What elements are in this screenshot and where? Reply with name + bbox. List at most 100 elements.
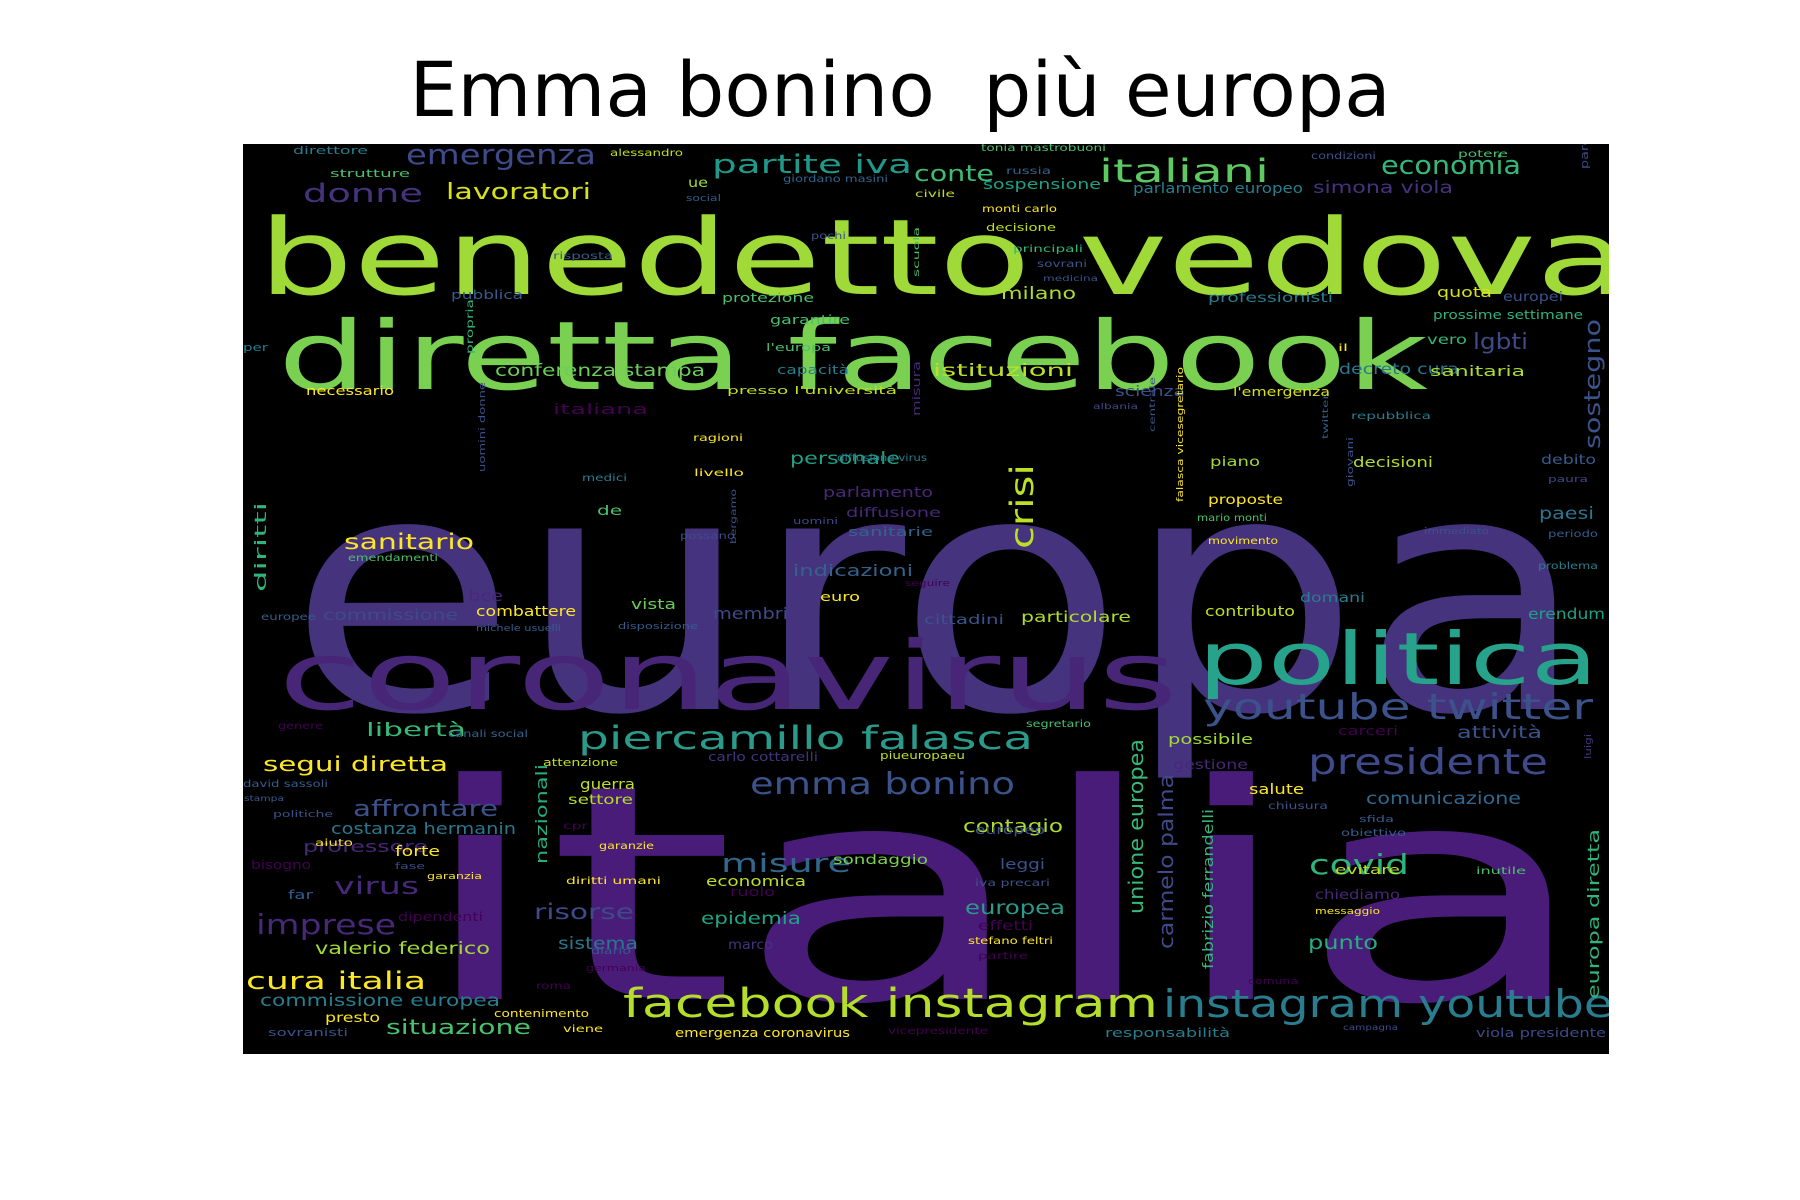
cloud-word: risorse: [534, 900, 634, 924]
cloud-word: politiche: [273, 810, 334, 820]
cloud-word: pochi: [811, 231, 846, 242]
cloud-word: stampa: [244, 794, 284, 803]
cloud-word: emergenza: [406, 144, 596, 171]
cloud-word: sanitario: [344, 530, 474, 554]
cloud-word: segui diretta: [263, 752, 448, 776]
cloud-word: capacità: [777, 363, 849, 377]
cloud-word: cittadini: [924, 613, 1004, 628]
cloud-word: emma bonino: [750, 767, 1015, 802]
cloud-word: david sassoli: [243, 779, 328, 790]
cloud-word: presto: [325, 1011, 380, 1026]
cloud-word: valerio federico: [315, 939, 490, 959]
cloud-word: parole: [1578, 144, 1591, 169]
cloud-word: far: [288, 888, 313, 902]
cloud-word: donne: [303, 179, 423, 209]
cloud-word: sfida: [1359, 815, 1394, 825]
cloud-word: sondaggio: [833, 853, 928, 868]
cloud-word: obiettivo: [1341, 828, 1406, 839]
cloud-word: principali: [1013, 244, 1083, 255]
cloud-word: youtube twitter: [1203, 687, 1593, 728]
cloud-word: prossime settimane: [1433, 308, 1583, 322]
cloud-word: unione europea: [1124, 739, 1148, 914]
cloud-word: diario: [591, 946, 631, 957]
cloud-word: economia: [1381, 151, 1521, 181]
cloud-word: genere: [278, 721, 323, 732]
cloud-word: domani: [1300, 591, 1365, 606]
cloud-word: istituzioni: [933, 361, 1073, 381]
cloud-word: garantire: [770, 313, 850, 327]
cloud-word: affrontare: [353, 797, 498, 822]
cloud-word: il: [1338, 343, 1348, 354]
cloud-word: strutture: [330, 167, 410, 180]
cloud-word: scuola: [912, 227, 921, 277]
cloud-word: scienza: [1115, 384, 1185, 400]
cloud-word: leggi: [1000, 857, 1045, 873]
cloud-word: diffusione: [846, 506, 941, 521]
cloud-word: sanitaria: [1430, 364, 1525, 380]
cloud-word: garanzie: [599, 841, 654, 852]
cloud-word: sovranisti: [268, 1026, 348, 1039]
cloud-word: settore: [568, 793, 633, 808]
cloud-word: nazionali: [532, 764, 551, 864]
cloud-word: viene: [563, 1024, 603, 1035]
cloud-word: sistema: [558, 934, 638, 954]
cloud-word: carmelo palma: [1154, 774, 1178, 949]
cloud-word: europa: [288, 403, 1588, 787]
cloud-word: situazione: [386, 1015, 531, 1039]
cloud-word: facebook instagram: [623, 981, 1158, 1027]
cloud-word: cura italia: [246, 967, 426, 995]
cloud-word: effetti: [978, 919, 1033, 934]
cloud-word: condizioni: [1311, 151, 1376, 162]
cloud-word: diretta facebook: [278, 302, 1428, 412]
cloud-word: potere: [1458, 149, 1508, 160]
cloud-word: segretario: [1026, 719, 1091, 730]
cloud-word: benedetto vedova: [258, 197, 1609, 319]
cloud-word: coronavirus: [278, 622, 1178, 732]
cloud-word: viola presidente: [1476, 1026, 1606, 1040]
cloud-word: luigi: [1584, 734, 1594, 759]
cloud-word: twitter: [1321, 393, 1330, 439]
cloud-word: decreto cura: [1339, 360, 1459, 378]
cloud-word: vista: [631, 597, 676, 613]
cloud-word: paesi: [1539, 504, 1594, 524]
cloud-word: europea: [965, 897, 1065, 919]
cloud-word: euro: [820, 590, 860, 604]
word-cloud: europa italia benedetto vedova diretta face…: [243, 144, 1609, 1054]
cloud-word: parlamento: [823, 485, 933, 501]
cloud-word: partire: [978, 951, 1028, 962]
cloud-word: instagram youtube: [1163, 982, 1609, 1026]
cloud-word: parlamento europeo: [1133, 181, 1303, 197]
cloud-word: presidente: [1308, 742, 1548, 783]
cloud-word: gestione: [1173, 758, 1248, 773]
cloud-word: contenimento: [494, 1007, 589, 1020]
cloud-word: sanitarie: [848, 525, 933, 539]
cloud-word: piano: [1210, 455, 1260, 470]
cloud-word: diffusione virus: [837, 453, 927, 464]
cloud-word: tonia mastrobuoni: [981, 144, 1106, 154]
cloud-word: misura: [910, 361, 923, 416]
cloud-word: ue: [688, 176, 708, 191]
cloud-word: carceri: [1338, 724, 1398, 738]
cloud-word: centrale: [1148, 377, 1157, 432]
cloud-word: commissione: [323, 606, 458, 624]
cloud-word: propria: [465, 299, 476, 354]
cloud-word: periodo: [1548, 529, 1598, 540]
cloud-word: bergamo: [729, 489, 738, 544]
cloud-word: guerra: [580, 777, 635, 793]
cloud-word: membri: [713, 604, 788, 623]
cloud-word: germania: [586, 964, 646, 974]
cloud-word: carlo cottarelli: [708, 750, 818, 764]
cloud-word: epidemia: [701, 909, 801, 929]
cloud-word: giordano masini: [783, 174, 888, 185]
cloud-word: comunicazione: [1366, 789, 1521, 809]
cloud-word: giovani: [1346, 437, 1356, 487]
cloud-word: albania: [1093, 402, 1138, 411]
cloud-word: ragioni: [693, 433, 743, 444]
cloud-word: sovrani: [1037, 259, 1087, 270]
cloud-word: direttore: [293, 144, 368, 157]
cloud-word: virus: [334, 872, 419, 900]
cloud-word: libertà: [366, 719, 466, 741]
cloud-word: ruolo: [730, 885, 775, 899]
cloud-word: michele usuelli: [476, 624, 561, 634]
